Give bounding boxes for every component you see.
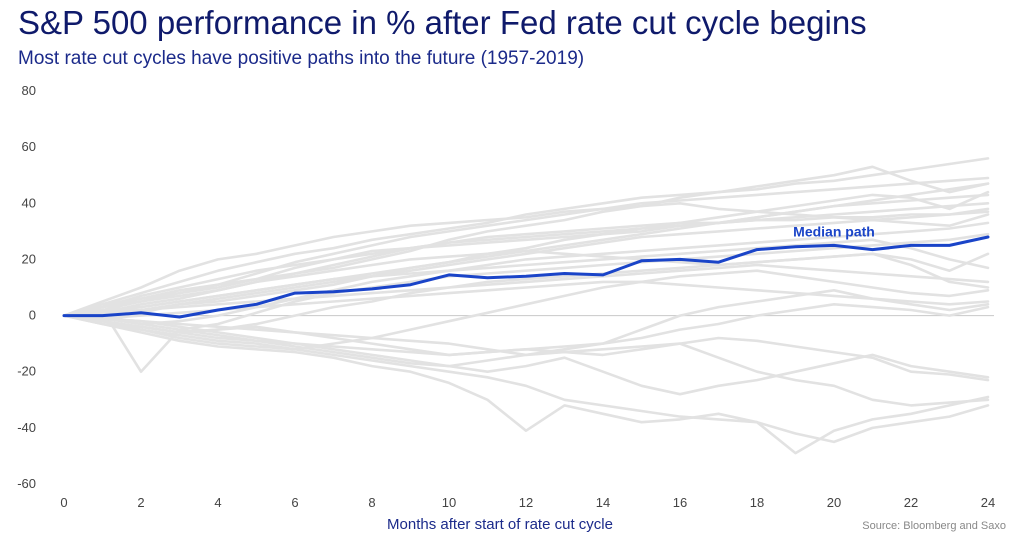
x-tick-label: 4 [214,495,221,510]
x-tick-label: 10 [442,495,456,510]
median-series-line [62,235,990,319]
cycle-series-line [62,263,990,317]
cycle-series-line [62,157,990,317]
cycle-series-line [62,213,990,317]
x-tick-label: 0 [60,495,67,510]
y-tick-label: 0 [29,308,36,323]
x-tick-label: 18 [750,495,764,510]
cycle-series-line [62,269,990,351]
cycle-series-line [62,176,990,317]
cycle-series-line [62,314,990,396]
x-tick-label: 2 [137,495,144,510]
y-tick-label: 20 [22,251,36,266]
cycle-series-line [62,202,990,317]
x-tick-label: 20 [827,495,841,510]
x-tick-label: 24 [981,495,995,510]
cycle-series-line [62,193,990,317]
x-tick-label: 8 [368,495,375,510]
chart-subtitle: Most rate cut cycles have positive paths… [18,48,585,69]
x-axis-ticks: 0 2 4 6 8 10 12 14 16 18 20 22 24 [60,495,995,510]
y-tick-label: 60 [22,139,36,154]
y-tick-label: -60 [17,476,36,491]
x-tick-label: 14 [596,495,610,510]
median-path-group: Median path [62,223,990,319]
cycle-series-line [62,238,990,317]
cycle-series-line [62,314,990,407]
x-tick-label: 22 [904,495,918,510]
y-tick-label: -20 [17,364,36,379]
source-note: Source: Bloomberg and Saxo [862,520,1006,532]
y-axis-ticks: 80 60 40 20 0 -20 -40 -60 [17,83,36,491]
rate-cut-cycle-lines [62,157,990,455]
y-tick-label: 40 [22,195,36,210]
y-tick-label: 80 [22,83,36,98]
cycle-series-line [62,314,990,382]
x-tick-label: 12 [519,495,533,510]
cycle-series-line [62,314,990,444]
cycle-series-line [62,221,990,326]
x-axis-label: Months after start of rate cut cycle [387,516,613,533]
x-tick-label: 6 [291,495,298,510]
cycle-series-line [62,190,990,323]
median-path-label: Median path [793,223,875,239]
cycle-series-line [62,314,990,455]
x-tick-label: 16 [673,495,687,510]
chart-title: S&P 500 performance in % after Fed rate … [18,4,867,41]
cycle-series-line [62,232,990,373]
y-tick-label: -40 [17,420,36,435]
